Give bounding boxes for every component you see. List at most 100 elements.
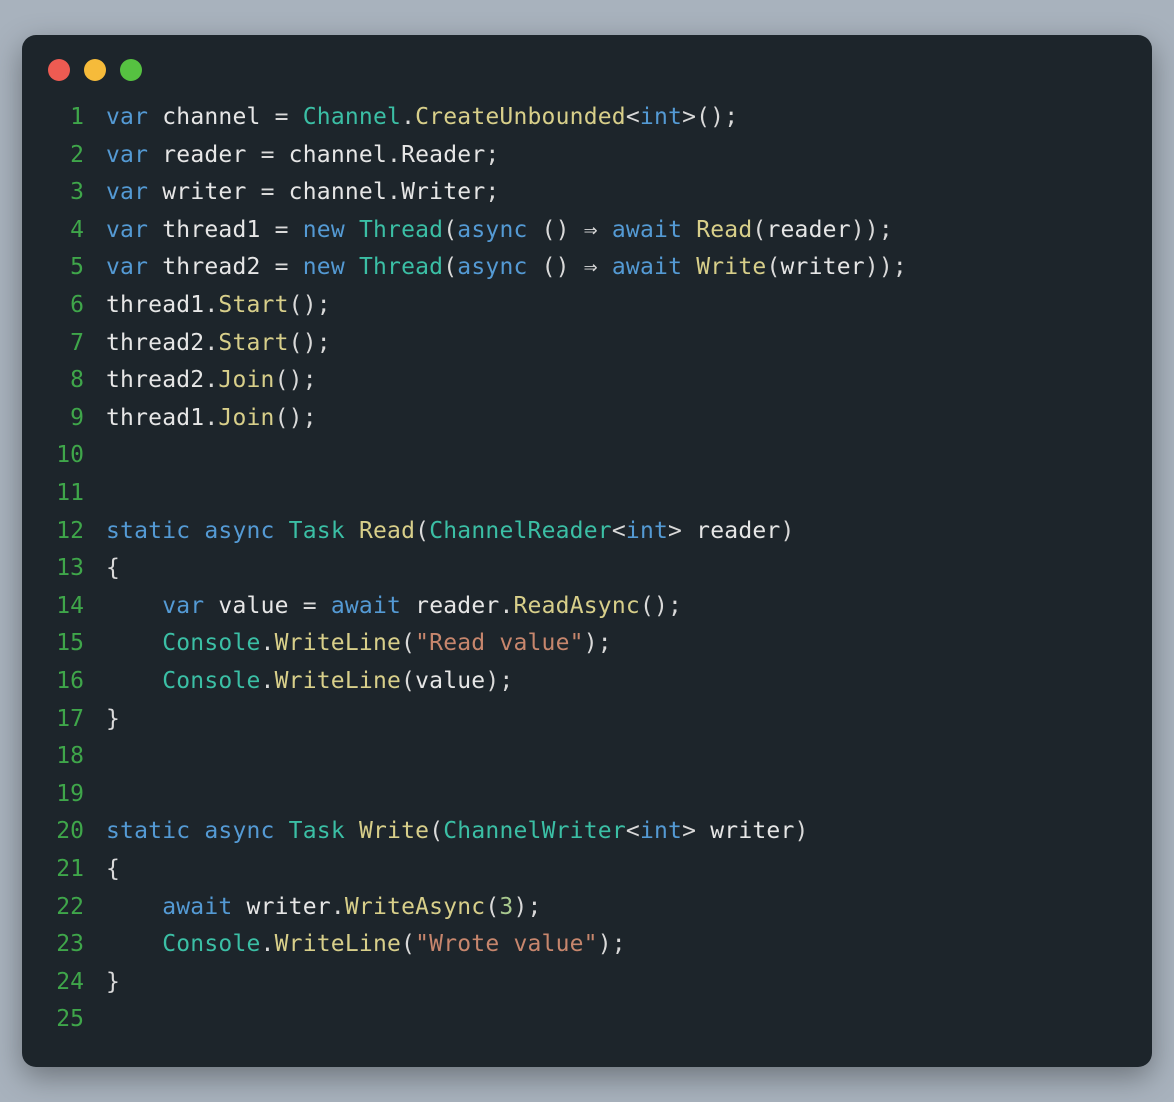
token-punct: ();	[275, 405, 317, 431]
line-number: 24	[46, 964, 84, 1002]
token-punct: >	[682, 818, 696, 844]
token-punct: >	[682, 104, 696, 130]
code-text: }	[106, 964, 120, 1002]
token-ident: reader	[766, 217, 850, 243]
token-punct	[345, 518, 359, 544]
token-punct	[148, 179, 162, 205]
token-punct: <	[626, 818, 640, 844]
token-op: =	[261, 217, 303, 243]
token-type: Task	[289, 818, 345, 844]
token-punct: ;	[485, 142, 499, 168]
token-punct	[401, 593, 415, 619]
token-ident: thread2	[106, 367, 204, 393]
close-icon[interactable]	[48, 59, 70, 81]
token-punct	[148, 104, 162, 130]
token-type: Console	[162, 668, 260, 694]
code-window: 1var channel = Channel.CreateUnbounded<i…	[22, 35, 1152, 1067]
token-keyword: async	[457, 254, 527, 280]
code-text: Console.WriteLine("Read value");	[106, 625, 612, 663]
token-punct: .	[261, 630, 275, 656]
code-text: thread1.Start();	[106, 287, 331, 325]
token-punct: .	[261, 931, 275, 957]
token-op: =	[261, 104, 303, 130]
token-keyword: var	[162, 593, 204, 619]
line-number: 18	[46, 738, 84, 776]
token-ident: value	[415, 668, 485, 694]
code-editor[interactable]: 1var channel = Channel.CreateUnbounded<i…	[22, 99, 1152, 1047]
token-punct: >	[668, 518, 682, 544]
token-punct: .	[499, 593, 513, 619]
token-punct: (	[401, 668, 415, 694]
token-op: ⇒	[584, 217, 598, 243]
code-text: {	[106, 851, 120, 889]
line-number: 19	[46, 776, 84, 814]
token-keyword: var	[106, 104, 148, 130]
token-punct: ));	[851, 217, 893, 243]
code-text: var channel = Channel.CreateUnbounded<in…	[106, 99, 738, 137]
code-line: 25	[46, 1001, 1128, 1039]
token-method: Start	[218, 330, 288, 356]
code-line: 11	[46, 475, 1128, 513]
token-punct: ()	[528, 254, 584, 280]
token-ident: thread1	[106, 292, 204, 318]
token-punct	[682, 217, 696, 243]
code-line: 2var reader = channel.Reader;	[46, 137, 1128, 175]
token-method: WriteLine	[275, 931, 401, 957]
token-punct	[345, 818, 359, 844]
token-method: WriteAsync	[345, 894, 485, 920]
token-keyword: new	[303, 254, 345, 280]
token-type: Console	[162, 630, 260, 656]
line-number: 25	[46, 1001, 84, 1039]
token-punct: (	[401, 931, 415, 957]
token-method: WriteLine	[275, 668, 401, 694]
token-keyword: static	[106, 818, 190, 844]
token-punct: }	[106, 969, 120, 995]
token-punct: ();	[289, 330, 331, 356]
token-method: Read	[359, 518, 415, 544]
line-number: 23	[46, 926, 84, 964]
token-punct: (	[485, 894, 499, 920]
token-punct: )	[795, 818, 809, 844]
code-line: 23 Console.WriteLine("Wrote value");	[46, 926, 1128, 964]
token-punct: ;	[485, 179, 499, 205]
token-punct: .	[331, 894, 345, 920]
token-punct: ();	[640, 593, 682, 619]
code-line: 4var thread1 = new Thread(async () ⇒ awa…	[46, 212, 1128, 250]
line-number: 6	[46, 287, 84, 325]
line-number: 10	[46, 437, 84, 475]
minimize-icon[interactable]	[84, 59, 106, 81]
code-line: 16 Console.WriteLine(value);	[46, 663, 1128, 701]
code-line: 8thread2.Join();	[46, 362, 1128, 400]
token-punct	[345, 217, 359, 243]
maximize-icon[interactable]	[120, 59, 142, 81]
code-line: 13{	[46, 550, 1128, 588]
token-ident: channel	[289, 179, 387, 205]
token-punct: (	[401, 630, 415, 656]
line-number: 8	[46, 362, 84, 400]
token-punct: (	[766, 254, 780, 280]
token-keyword: async	[204, 818, 274, 844]
line-number: 20	[46, 813, 84, 851]
token-op: =	[247, 142, 289, 168]
code-line: 3var writer = channel.Writer;	[46, 174, 1128, 212]
code-text: var reader = channel.Reader;	[106, 137, 499, 175]
token-keyword: await	[331, 593, 401, 619]
token-ident: channel	[289, 142, 387, 168]
token-keyword: await	[612, 217, 682, 243]
code-line: 19	[46, 776, 1128, 814]
token-type: ChannelReader	[429, 518, 612, 544]
token-ident: reader	[696, 518, 780, 544]
token-punct	[696, 818, 710, 844]
token-keyword: static	[106, 518, 190, 544]
token-method: Start	[218, 292, 288, 318]
code-line: 17}	[46, 701, 1128, 739]
token-punct: (	[752, 217, 766, 243]
token-op: =	[261, 254, 303, 280]
code-line: 14 var value = await reader.ReadAsync();	[46, 588, 1128, 626]
token-keyword: var	[106, 179, 148, 205]
token-keyword: async	[204, 518, 274, 544]
token-punct: }	[106, 706, 120, 732]
token-punct	[204, 593, 218, 619]
token-keyword: await	[162, 894, 232, 920]
token-ident: writer	[781, 254, 865, 280]
